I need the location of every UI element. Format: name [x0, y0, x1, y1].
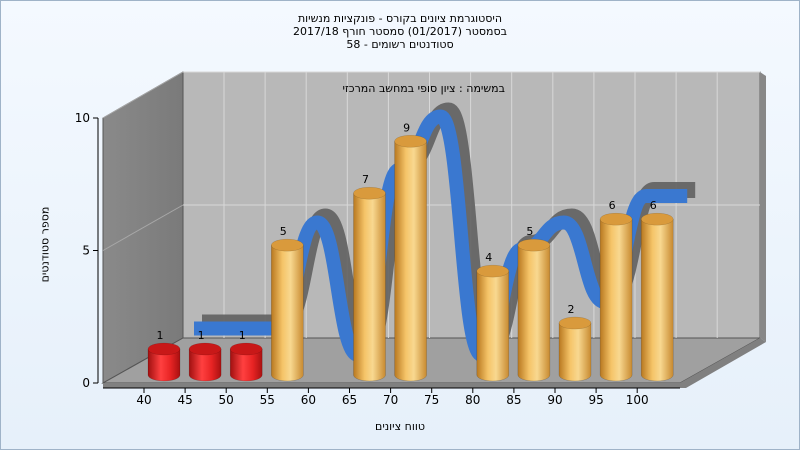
bar-top	[517, 238, 551, 252]
bar-body	[599, 218, 633, 382]
x-tick-label: 65	[342, 393, 357, 407]
x-tick-label: 40	[136, 393, 151, 407]
bar-body	[640, 218, 674, 382]
bar-body	[394, 141, 427, 382]
y-tick-label: 5	[82, 244, 90, 258]
bar-value-label: 6	[650, 199, 657, 212]
bar-body	[147, 348, 181, 382]
bar-value-label: 6	[609, 199, 616, 212]
bar-100: 6	[640, 199, 674, 382]
right-edge	[760, 72, 766, 342]
x-tick-label: 100	[626, 393, 649, 407]
bar-top	[599, 212, 633, 226]
bar-50: 1	[229, 329, 263, 382]
x-tick-label: 85	[506, 393, 521, 407]
bar-95: 6	[599, 199, 633, 382]
bar-top	[476, 264, 510, 278]
bar-body	[188, 348, 222, 382]
bar-top	[188, 342, 222, 356]
bar-top	[353, 186, 386, 200]
x-tick-label: 70	[383, 393, 398, 407]
bar-70: 9	[394, 121, 427, 382]
chart-title-line-3: סטודנטים רשומים - 58	[346, 38, 454, 51]
x-tick-label: 90	[547, 393, 562, 407]
x-tick-label: 95	[588, 393, 603, 407]
x-tick-label: 75	[424, 393, 439, 407]
y-tick-label: 0	[82, 376, 90, 390]
grid-line-y-side	[102, 71, 184, 119]
bar-value-label: 4	[485, 251, 492, 264]
x-axis-title: טווח ציונים	[375, 420, 425, 433]
bar-85: 5	[517, 225, 551, 382]
x-tick-label: 60	[301, 393, 316, 407]
floor-edge	[103, 338, 766, 388]
bar-body	[229, 348, 263, 382]
bar-45: 1	[188, 329, 222, 382]
bar-body	[353, 192, 386, 382]
x-tick-label: 50	[219, 393, 234, 407]
x-tick-label: 80	[465, 393, 480, 407]
bar-body	[476, 270, 510, 382]
bar-65: 7	[353, 173, 386, 382]
bar-value-label: 1	[239, 329, 246, 342]
bar-top	[229, 342, 263, 356]
bar-top	[558, 316, 592, 330]
bar-value-label: 2	[568, 303, 575, 316]
bar-top	[640, 212, 674, 226]
bar-value-label: 1	[157, 329, 164, 342]
chart-title-line-2: בסמסטר (01/2017) סמסטר חורף 2017/18	[293, 25, 507, 38]
chart-annotation: במשימה : ציון סופי במחשב המרכזי	[343, 82, 506, 95]
x-tick-label: 45	[177, 393, 192, 407]
bar-body	[271, 244, 304, 382]
chart-title-line-1: היסטוגרמת ציונים בקורס - פונקציות מנשיות	[297, 12, 503, 25]
bar-top	[147, 342, 181, 356]
bar-top	[271, 238, 304, 252]
bar-90: 2	[558, 303, 592, 382]
bar-value-label: 9	[403, 121, 410, 134]
bar-body	[558, 322, 592, 382]
bar-body	[517, 244, 551, 382]
y-tick-label: 10	[75, 111, 90, 125]
bar-value-label: 5	[526, 225, 533, 238]
bar-value-label: 1	[198, 329, 205, 342]
y-axis-title: מספר סטודנטים	[38, 206, 52, 283]
bar-40: 1	[147, 329, 181, 382]
bar-top	[394, 135, 427, 148]
grid-line-y-side	[102, 204, 184, 251]
bar-value-label: 5	[280, 225, 287, 238]
bar-80: 4	[476, 251, 510, 382]
x-tick-label: 55	[260, 393, 275, 407]
bar-55: 5	[271, 225, 304, 382]
bar-value-label: 7	[362, 173, 369, 186]
